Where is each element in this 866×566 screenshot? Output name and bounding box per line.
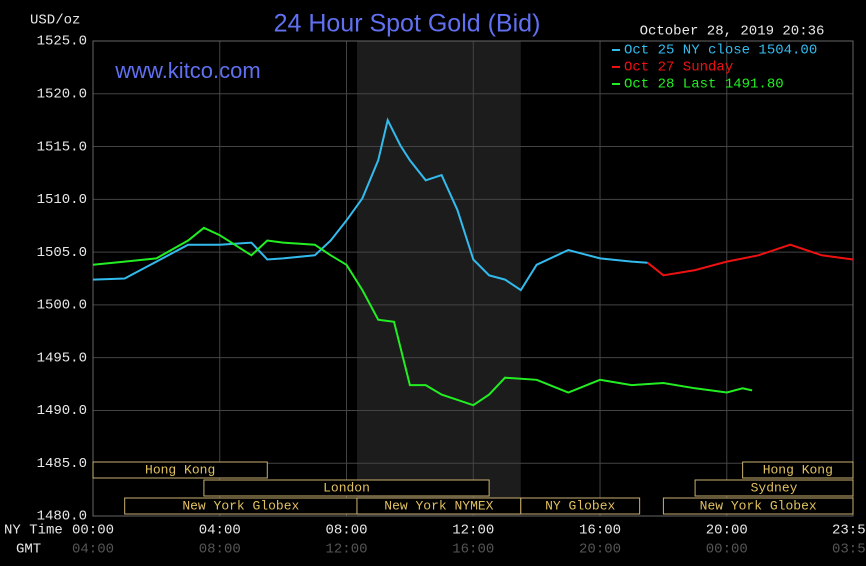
x2-tick-label: 16:00 <box>452 542 494 558</box>
x2-tick-label: 08:00 <box>199 542 241 558</box>
x-tick-label: 12:00 <box>452 523 494 539</box>
legend-label: Oct 27 Sunday <box>624 60 733 76</box>
y-tick-label: 1480.0 <box>37 509 87 525</box>
legend-label: Oct 28 Last 1491.80 <box>624 77 784 93</box>
y-tick-label: 1485.0 <box>37 456 87 472</box>
plot-frame <box>92 40 854 517</box>
x-tick-label: 16:00 <box>579 523 621 539</box>
session-bar <box>694 479 854 497</box>
y-axis-label: USD/oz <box>30 13 80 29</box>
session-bar <box>92 461 268 479</box>
legend-label: Oct 25 NY close 1504.00 <box>624 43 817 59</box>
session-label: Sydney <box>751 480 798 495</box>
y-tick-label: 1500.0 <box>37 298 87 314</box>
session-label: NY Globex <box>545 498 615 513</box>
session-bar <box>520 497 641 515</box>
x2-axis-label: GMT <box>16 542 41 558</box>
session-bar <box>203 479 490 497</box>
x-tick-label: 20:00 <box>706 523 748 539</box>
y-tick-label: 1495.0 <box>37 350 87 366</box>
series-line <box>92 226 753 407</box>
x-tick-label: 08:00 <box>326 523 368 539</box>
session-label: New York Globex <box>182 498 299 513</box>
series-line <box>92 117 648 292</box>
shaded-region <box>356 41 521 516</box>
timestamp: October 28, 2019 20:36 <box>640 24 825 40</box>
y-tick-label: 1520.0 <box>37 86 87 102</box>
x-tick-label: 00:00 <box>72 523 114 539</box>
y-tick-label: 1490.0 <box>37 403 87 419</box>
y-tick-label: 1510.0 <box>37 192 87 208</box>
x2-tick-label: 20:00 <box>579 542 621 558</box>
x2-tick-label: 00:00 <box>706 542 748 558</box>
y-tick-label: 1515.0 <box>37 139 87 155</box>
x2-tick-label: 12:00 <box>326 542 368 558</box>
session-label: New York Globex <box>700 498 817 513</box>
x2-tick-label: 04:00 <box>72 542 114 558</box>
x-axis-label: NY Time <box>4 523 63 539</box>
y-tick-label: 1525.0 <box>37 34 87 50</box>
session-label: Hong Kong <box>763 462 833 477</box>
watermark: www.kitco.com <box>114 58 260 83</box>
session-label: New York NYMEX <box>384 498 493 513</box>
session-bar <box>662 497 854 515</box>
x-tick-label: 04:00 <box>199 523 241 539</box>
series-line <box>646 243 854 277</box>
session-bar <box>742 461 854 479</box>
session-label: Hong Kong <box>145 462 215 477</box>
x-tick-label: 23:59 <box>832 523 866 539</box>
x2-tick-label: 03:59 <box>832 542 866 558</box>
y-tick-label: 1505.0 <box>37 245 87 261</box>
session-label: London <box>323 480 370 495</box>
chart-title: 24 Hour Spot Gold (Bid) <box>274 10 541 38</box>
